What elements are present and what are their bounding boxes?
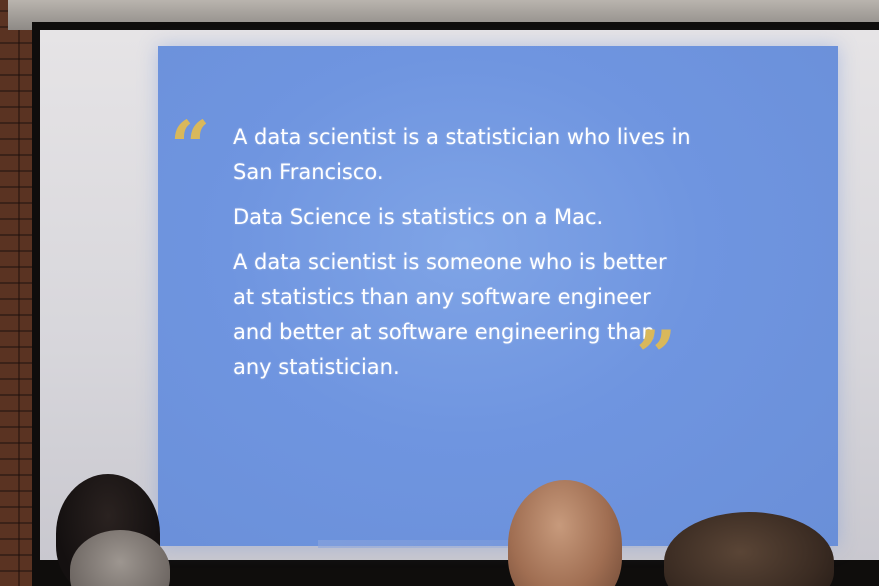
audience-head-bald xyxy=(508,480,622,586)
open-quote-icon: “ xyxy=(170,105,211,188)
quote-line-3: A data scientist is someone who is bette… xyxy=(233,250,667,379)
quote-line-1: A data scientist is a statistician who l… xyxy=(233,125,691,184)
projected-slide xyxy=(158,46,838,548)
quote-line-2: Data Science is statistics on a Mac. xyxy=(233,205,604,229)
audience-head-brown-hair xyxy=(664,512,834,586)
close-quote-icon: ” xyxy=(636,315,677,398)
quote-text: A data scientist is a statistician who l… xyxy=(233,120,693,395)
audience-head-grey-hair xyxy=(70,530,170,586)
projector-screen-surface xyxy=(40,30,879,560)
